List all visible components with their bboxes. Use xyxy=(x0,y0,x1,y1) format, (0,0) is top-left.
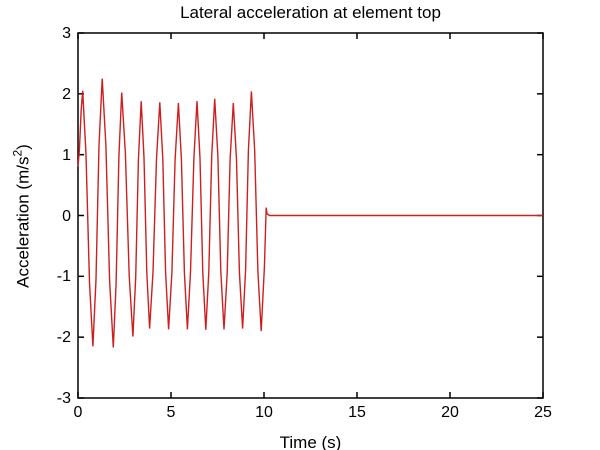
y-tick-label: -1 xyxy=(56,268,71,286)
y-tick-label: 2 xyxy=(62,85,71,103)
y-tick-label: -3 xyxy=(56,390,71,407)
x-tick-label: 15 xyxy=(348,404,366,421)
x-tick-label: 10 xyxy=(255,404,273,421)
y-tick-label: 3 xyxy=(62,25,71,42)
acceleration-line xyxy=(77,78,543,348)
chart-title: Lateral acceleration at element top xyxy=(180,3,441,22)
y-tick-label: 1 xyxy=(62,146,71,164)
x-tick-label: 25 xyxy=(534,404,552,421)
x-tick-label: 20 xyxy=(441,404,459,421)
x-axis-label: Time (s) xyxy=(279,433,342,450)
y-tick-label: -2 xyxy=(56,329,71,347)
y-tick-label: 0 xyxy=(62,207,71,225)
x-tick-label: 5 xyxy=(166,404,176,421)
x-tick-label: 0 xyxy=(73,404,83,421)
